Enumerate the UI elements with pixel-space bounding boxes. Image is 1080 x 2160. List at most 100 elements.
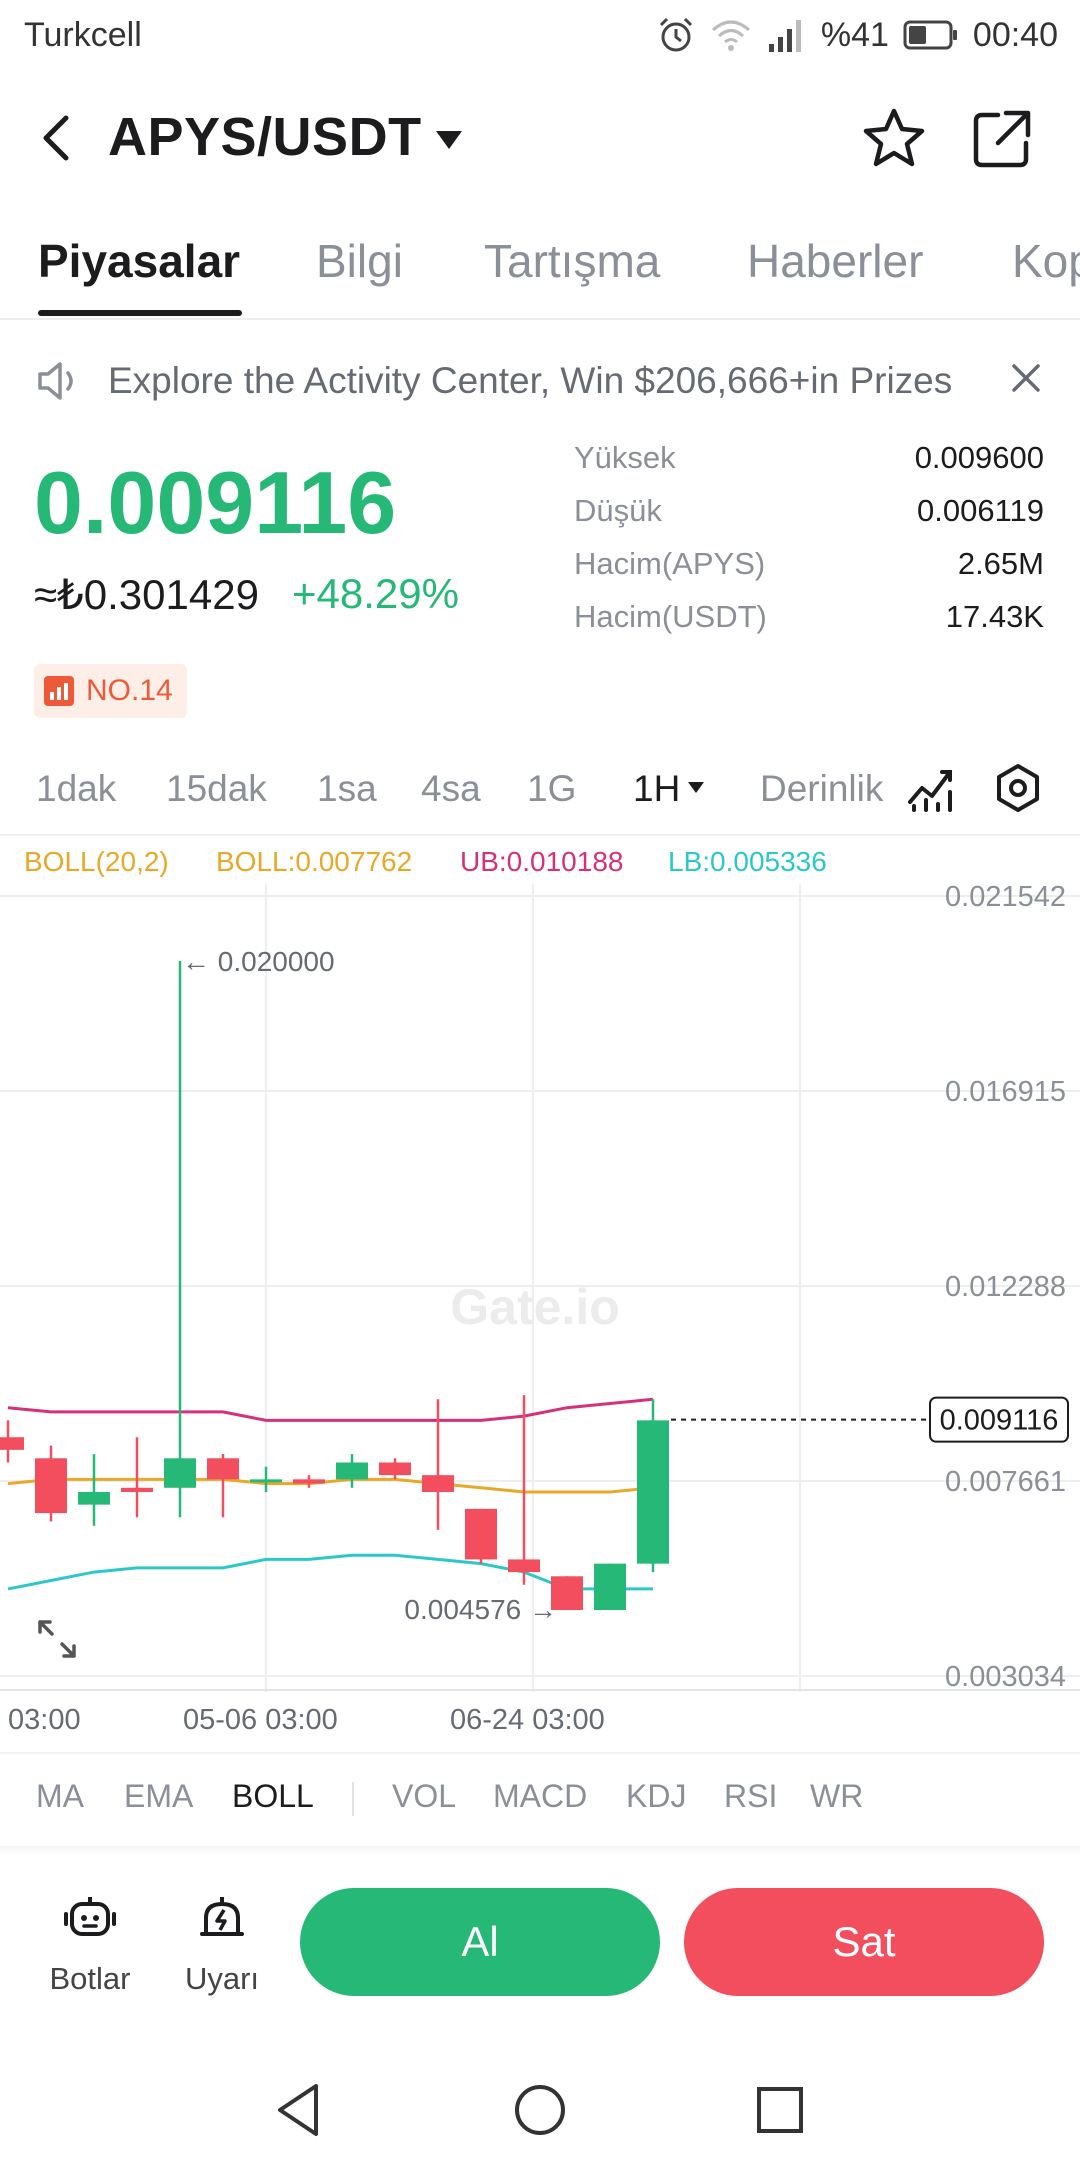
indicator-ma[interactable]: MA: [36, 1778, 84, 1814]
interval-derinlik[interactable]: Derinlik: [760, 768, 884, 809]
stat-value: 0.006119: [917, 493, 1044, 528]
indicator-tabs: MA EMA BOLL VOL MACD KDJ RSI WR: [0, 1752, 1080, 1846]
settings-icon[interactable]: [992, 762, 1044, 814]
announcement-banner[interactable]: Explore the Activity Center, Win $206,66…: [0, 348, 1080, 412]
pair-selector[interactable]: APYS/USDT: [108, 106, 462, 168]
home-circle-icon[interactable]: [502, 2072, 578, 2148]
interval-1dak[interactable]: 1dak: [36, 768, 117, 809]
indicator-divider: [352, 1782, 354, 1816]
boll-upper-band: [7, 1397, 654, 1422]
tab-haberler[interactable]: Haberler: [747, 235, 924, 287]
candlestick-chart[interactable]: Gate.io 0.021542 0.016915 0.012288 0.007661 0…: [0, 884, 1080, 1692]
watermark: Gate.io: [450, 1279, 619, 1335]
bots-button[interactable]: Botlar: [40, 1890, 140, 1997]
stat-high: Yüksek 0.009600: [574, 440, 1044, 493]
indicator-ema[interactable]: EMA: [124, 1778, 194, 1814]
clock: 00:40: [972, 15, 1058, 54]
indicator-boll[interactable]: BOLL: [232, 1778, 314, 1814]
candle-body: [379, 1462, 411, 1476]
indicator-rsi[interactable]: RSI: [724, 1778, 778, 1814]
tab-bilgi[interactable]: Bilgi: [316, 235, 403, 287]
announcement-text: Explore the Activity Center, Win $206,66…: [108, 360, 953, 401]
battery-icon: [903, 20, 957, 50]
alert-bell-icon: [200, 1897, 244, 1936]
indicator-wr[interactable]: WR: [810, 1778, 864, 1814]
expand-icon[interactable]: [36, 1618, 78, 1660]
candle-body: [422, 1475, 454, 1492]
boll-middle-band: [7, 1477, 654, 1494]
dropdown-caret-icon: [435, 131, 462, 149]
divider: [0, 1846, 1080, 1856]
current-price-label: 0.009116: [940, 1405, 1059, 1437]
candle-body: [164, 1458, 196, 1488]
tab-tartisma[interactable]: Tartışma: [484, 235, 661, 287]
interval-1g[interactable]: 1G: [527, 768, 577, 809]
alert-label: Uyarı: [184, 1961, 260, 1996]
y-tick-label: 0.003034: [945, 1661, 1066, 1692]
boll-lb-value: LB:0.005336: [668, 846, 827, 877]
candle-body: [121, 1487, 153, 1492]
back-triangle-icon[interactable]: [262, 2072, 338, 2148]
y-tick-label: 0.007661: [945, 1466, 1066, 1498]
x-label: 06-24 03:00: [450, 1704, 605, 1736]
boll-params: BOLL(20,2): [24, 846, 169, 877]
fiat-price: ≈₺0.301429: [34, 571, 259, 618]
wifi-icon: [711, 20, 750, 51]
candle-body: [78, 1491, 110, 1505]
boll-ub-value: UB:0.010188: [460, 846, 624, 877]
interval-1sa[interactable]: 1sa: [317, 768, 377, 809]
max-price-marker: ← 0.020000: [182, 946, 335, 977]
indicator-icon[interactable]: [906, 762, 956, 814]
share-icon[interactable]: [968, 105, 1036, 173]
boll-lower-band: [7, 1553, 653, 1591]
stat-volume-quote: Hacim(USDT) 17.43K: [574, 599, 1044, 652]
y-tick-label: 0.016915: [945, 1076, 1066, 1108]
star-icon[interactable]: [860, 105, 928, 173]
current-price-box: [929, 1396, 1069, 1443]
active-tab-indicator: [38, 310, 242, 316]
candle-body: [293, 1479, 325, 1484]
tab-piyasalar[interactable]: Piyasalar: [38, 235, 241, 287]
robot-icon: [64, 1897, 116, 1936]
section-tabs: Piyasalar Bilgi Tartışma Haberler Kop: [0, 224, 1080, 320]
indicator-macd[interactable]: MACD: [493, 1778, 588, 1814]
alert-button[interactable]: Uyarı: [172, 1890, 272, 1997]
signal-icon: [768, 20, 801, 52]
y-tick-label: 0.021542: [945, 884, 1066, 913]
alarm-icon: [659, 17, 692, 52]
recents-square-icon[interactable]: [742, 2072, 818, 2148]
interval-15dak[interactable]: 15dak: [166, 768, 267, 809]
rank-badge[interactable]: NO.14: [34, 664, 187, 718]
stat-low: Düşük 0.006119: [574, 493, 1044, 546]
rank-chart-icon: [44, 676, 74, 706]
sell-button[interactable]: Sat: [684, 1888, 1044, 1996]
tab-kopya[interactable]: Kop: [1012, 235, 1080, 287]
x-label: 05-06 03:00: [183, 1704, 338, 1736]
interval-4sa[interactable]: 4sa: [421, 768, 481, 809]
y-tick-label: 0.012288: [945, 1271, 1066, 1303]
interval-bar: 1dak 15dak 1sa 4sa 1G 1H Derinlik: [0, 762, 1080, 818]
interval-1h[interactable]: 1H: [633, 768, 705, 810]
indicator-vol[interactable]: VOL: [392, 1778, 457, 1814]
price-change: +48.29%: [292, 570, 459, 617]
boll-legend: BOLL(20,2) BOLL:0.007762 UB:0.010188 LB:…: [0, 834, 1080, 884]
candle-body: [551, 1576, 583, 1611]
carrier-name: Turkcell: [24, 16, 142, 54]
speaker-icon: [38, 362, 73, 400]
boll-mid-value: BOLL:0.007762: [216, 846, 413, 877]
stat-label: Düşük: [574, 493, 662, 528]
indicator-kdj[interactable]: KDJ: [626, 1778, 687, 1814]
buy-button[interactable]: Al: [300, 1888, 660, 1996]
stat-label: Hacim(APYS): [574, 546, 766, 581]
close-icon[interactable]: [1008, 360, 1044, 396]
stats-panel: Yüksek 0.009600 Düşük 0.006119 Hacim(APY…: [574, 440, 1044, 652]
system-nav-bar: [0, 2060, 1080, 2160]
candle-body: [637, 1420, 669, 1564]
stat-label: Yüksek: [574, 440, 676, 475]
bots-label: Botlar: [49, 1961, 131, 1996]
back-arrow-icon[interactable]: [30, 108, 90, 168]
status-bar: Turkcell %41 00:40: [0, 0, 1080, 72]
pair-header: APYS/USDT: [0, 90, 1080, 190]
candle-body: [0, 1437, 24, 1450]
candle-body: [250, 1479, 282, 1483]
